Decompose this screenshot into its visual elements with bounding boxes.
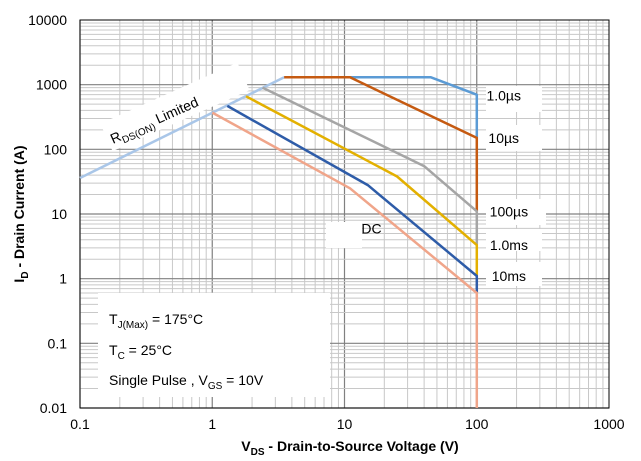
- x-tick-label: 10: [337, 416, 353, 432]
- series-line-10ms: [226, 104, 479, 293]
- x-axis-title: VDS - Drain-to-Source Voltage (V): [241, 438, 458, 458]
- y-tick-label: 10: [51, 206, 67, 222]
- x-tick-label: 1000: [593, 416, 624, 432]
- y-tick-label: 1: [59, 271, 67, 287]
- rds-limit-line-path: [79, 76, 285, 180]
- x-tick-labels: 0.1 1 10 100 1000: [70, 416, 625, 432]
- condition-pulse: Single Pulse , VGS = 10V: [109, 372, 264, 392]
- series-line-dc: [211, 111, 479, 408]
- series-line-10ms: [245, 95, 479, 276]
- label-bg-dc: [326, 222, 362, 248]
- conditions-box: [98, 293, 330, 397]
- grid: [79, 20, 609, 409]
- label-bg-1us: [486, 86, 542, 112]
- y-axis-title: ID - Drain Current (A): [11, 145, 31, 282]
- curve-label-100s: 100µs: [490, 203, 528, 219]
- curve-label-10ms: 10ms: [492, 268, 526, 284]
- y-tick-labels: 0.01 0.1 1 10 100 1000 10000: [28, 12, 67, 416]
- y-tick-label: 0.1: [48, 335, 68, 351]
- series-line-10s: [284, 76, 479, 212]
- series-lines: [211, 76, 479, 408]
- label-bg-1ms: [486, 229, 542, 251]
- label-bg-10us: [486, 125, 542, 151]
- y-tick-label: 100: [44, 141, 68, 157]
- x-tick-label: 0.1: [70, 416, 90, 432]
- series-line-100s: [261, 86, 479, 246]
- plot-border: [79, 19, 610, 409]
- y-tick-label: 0.01: [40, 400, 67, 416]
- curve-labels: 1.0µs 10µs 100µs 1.0ms 10ms DC: [361, 87, 528, 283]
- y-tick-label: 10000: [28, 12, 67, 28]
- condition-tj: TJ(Max) = 175°C: [109, 311, 203, 331]
- series-line-10s: [284, 76, 479, 138]
- curve-label-10s: 1.0µs: [486, 87, 521, 103]
- y-tick-label: 1000: [36, 77, 67, 93]
- curve-label-10ms: 1.0ms: [490, 237, 528, 253]
- x-tick-label: 100: [465, 416, 489, 432]
- curve-label-10s: 10µs: [488, 130, 519, 146]
- rds-label-bg: [100, 62, 250, 152]
- rds-limit-line: [79, 76, 285, 180]
- label-bg-100us: [486, 199, 546, 225]
- label-bg-10ms: [486, 262, 542, 286]
- curve-label-dc: DC: [361, 220, 381, 236]
- condition-tc: TC = 25°C: [109, 342, 172, 362]
- x-tick-label: 1: [208, 416, 216, 432]
